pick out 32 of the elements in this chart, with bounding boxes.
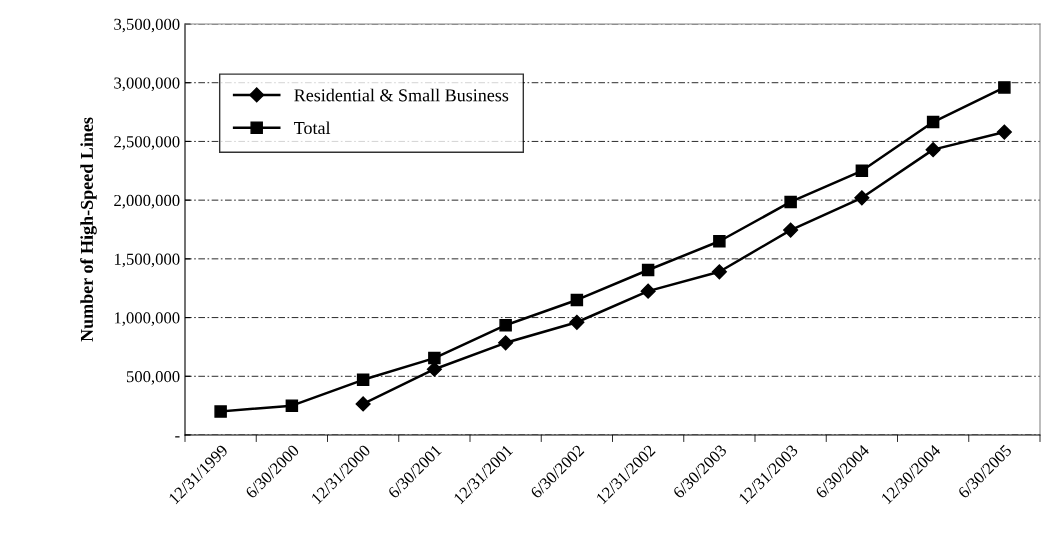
legend-label: Residential & Small Business (294, 88, 509, 102)
point (428, 351, 441, 365)
point (996, 124, 1012, 140)
point (998, 81, 1011, 94)
point (285, 399, 299, 412)
point (783, 222, 799, 238)
point (569, 314, 585, 330)
y-tick-label: 3,500,000 (114, 18, 180, 33)
y-tick-label: 3,000,000 (114, 77, 180, 92)
point (641, 263, 655, 277)
point (713, 234, 726, 248)
point (356, 373, 370, 387)
y-tick-label: 1,000,000 (114, 312, 180, 326)
point (570, 293, 584, 307)
legend-label: Total (294, 121, 331, 135)
point (355, 396, 371, 412)
y-tick-label: 2,500,000 (114, 136, 180, 150)
point (784, 195, 797, 209)
point (855, 164, 869, 178)
point (640, 283, 656, 299)
point (926, 115, 940, 129)
point (925, 142, 941, 158)
y-tick-label: - (175, 436, 180, 438)
point (498, 335, 514, 351)
y-tick-label: 1,500,000 (114, 253, 180, 268)
y-tick-label: 500,000 (126, 370, 180, 385)
point (499, 318, 512, 332)
y-tick-label: 2,000,000 (114, 194, 180, 209)
point (214, 405, 227, 418)
point (854, 190, 870, 206)
point (711, 264, 727, 280)
y-axis-title: Number of High-Speed Lines (80, 117, 97, 342)
